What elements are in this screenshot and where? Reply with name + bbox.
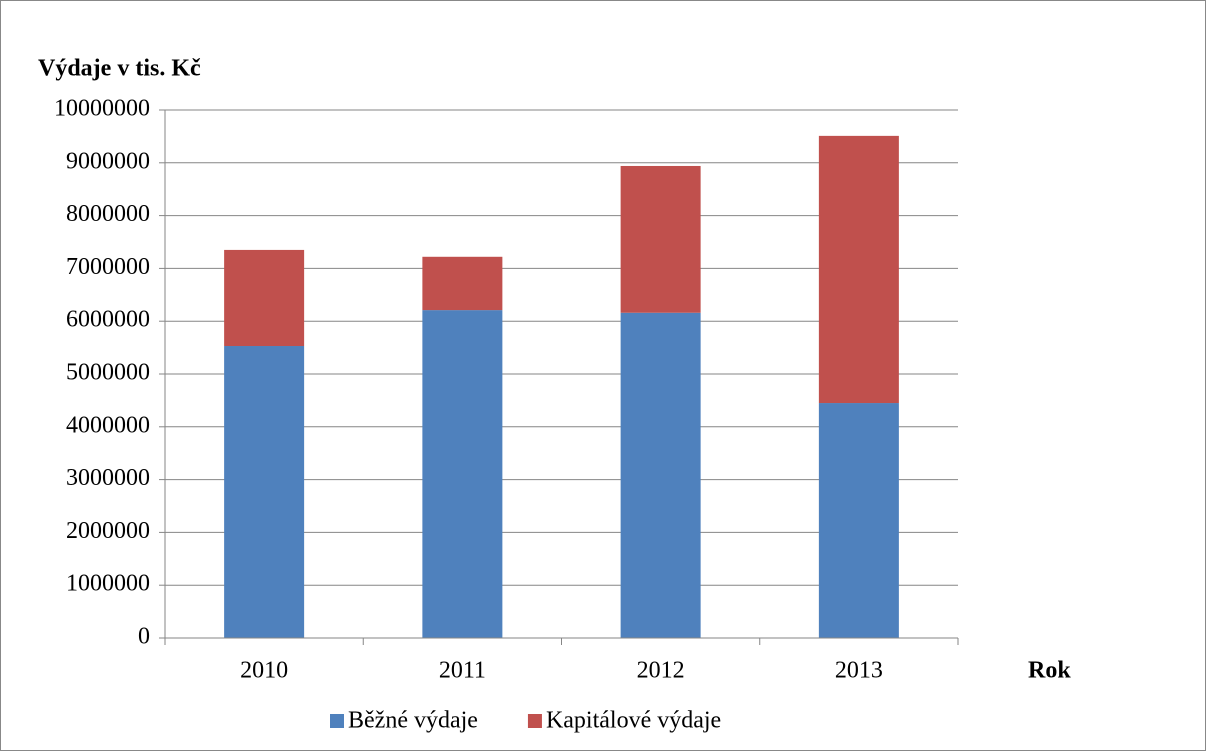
- bar: [818, 135, 899, 404]
- y-tick-label: 7000000: [66, 254, 150, 280]
- bar: [620, 165, 701, 313]
- bar: [620, 312, 701, 638]
- x-tick-label: 2013: [835, 658, 883, 684]
- chart-title: Výdaje v tis. Kč: [38, 56, 201, 82]
- y-tick-label: 8000000: [66, 201, 150, 227]
- y-tick-label: 0: [138, 624, 150, 650]
- x-axis-label: Rok: [1028, 658, 1071, 684]
- y-tick-label: 2000000: [66, 518, 150, 544]
- y-tick-label: 1000000: [66, 571, 150, 597]
- y-tick-label: 9000000: [66, 148, 150, 174]
- y-tick-label: 4000000: [66, 412, 150, 438]
- bar: [224, 346, 305, 638]
- x-tick-label: 2010: [240, 658, 288, 684]
- x-tick-label: 2012: [637, 658, 685, 684]
- y-tick-label: 6000000: [66, 307, 150, 333]
- y-tick-label: 5000000: [66, 360, 150, 386]
- legend-label: Kapitálové výdaje: [546, 708, 721, 734]
- x-tick-label: 2011: [439, 658, 486, 684]
- legend-swatch: [527, 714, 542, 728]
- legend-label: Běžné výdaje: [348, 708, 478, 734]
- bar: [422, 256, 503, 311]
- bar: [224, 249, 305, 347]
- bar: [818, 403, 899, 638]
- y-tick-label: 10000000: [54, 96, 150, 122]
- legend-swatch: [330, 714, 344, 728]
- y-tick-label: 3000000: [66, 465, 150, 491]
- bar: [422, 310, 503, 638]
